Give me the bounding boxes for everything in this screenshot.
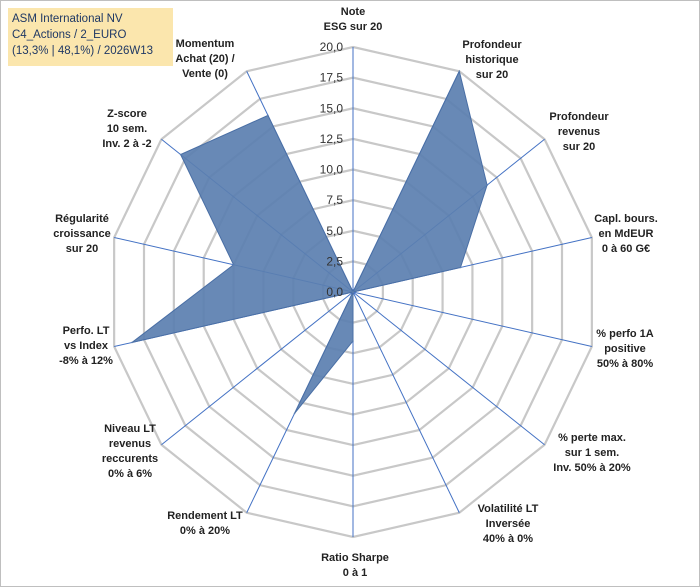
- axis-label-line: Vente (0): [182, 68, 228, 80]
- axis-label-line: Inv. 2 à -2: [102, 138, 151, 150]
- axis-label: % perte max. sur 1 sem. Inv. 50% à 20%: [553, 432, 631, 474]
- axis-label: Momentum Achat (20) / Vente (0): [175, 38, 234, 80]
- axis-label-line: Profondeur: [462, 39, 522, 51]
- axis-label: Note ESG sur 20: [324, 6, 383, 33]
- axis-label: Perfo. LT vs Index -8% à 12%: [59, 325, 113, 367]
- axis-label-line: Rendement LT: [167, 510, 243, 522]
- axis-label: % perfo 1A positive 50% à 80%: [596, 328, 654, 370]
- axis-label-line: Profondeur: [549, 111, 609, 123]
- data-point: [232, 263, 235, 266]
- axis-label-line: Volatilité LT: [478, 503, 539, 515]
- spoke-line: [352, 291, 460, 513]
- axis-label-line: positive: [604, 343, 646, 355]
- axis-label-line: Inversée: [486, 518, 531, 530]
- axis-label-line: revenus: [109, 438, 151, 450]
- axis-label: Profondeur revenus sur 20: [549, 111, 609, 153]
- axis-label-line: Perfo. LT: [63, 325, 110, 337]
- data-point: [131, 341, 133, 344]
- axis-label-line: Note: [341, 6, 365, 18]
- axis-label-line: Momentum: [176, 38, 235, 50]
- spoke-line: [161, 291, 354, 446]
- axis-label-line: Inv. 50% à 20%: [553, 462, 631, 474]
- tick-label: 10,0: [320, 163, 344, 177]
- chart-title-stats: (13,3% | 48,1%) / 2026W13: [12, 45, 154, 57]
- radar-tick-labels: 0,0 2,5 5,0 7,5 10,0 12,5 15,0 17,5 20,0: [320, 40, 344, 299]
- tick-label: 5,0: [326, 224, 343, 238]
- axis-label-line: Niveau LT: [104, 423, 156, 435]
- chart-title-company: ASM International NV: [12, 13, 123, 25]
- axis-label: Ratio Sharpe 0 à 1: [321, 552, 389, 579]
- data-point: [352, 340, 354, 342]
- tick-label: 17,5: [320, 71, 344, 85]
- axis-label-line: Z-score: [107, 108, 147, 120]
- data-point: [458, 70, 461, 73]
- axis-label-line: vs Index: [64, 340, 109, 352]
- axis-label-line: Achat (20) /: [175, 53, 234, 65]
- axis-label: Capl. bours. en MdEUR 0 à 60 G€: [594, 213, 658, 255]
- series-area: [131, 69, 488, 414]
- axis-label: Z-score 10 sem. Inv. 2 à -2: [102, 108, 151, 150]
- axis-label-line: en MdEUR: [599, 228, 654, 240]
- data-point: [293, 412, 296, 415]
- axis-label-line: -8% à 12%: [59, 355, 113, 367]
- axis-label-line: % perte max.: [558, 432, 626, 444]
- axis-label: Régularité croissance sur 20: [53, 213, 110, 255]
- axis-label: Rendement LT 0% à 20%: [167, 510, 243, 537]
- radar-axis-labels: Note ESG sur 20 Profondeur historique sur 20…: [53, 6, 658, 579]
- axis-label-line: sur 20: [563, 141, 595, 153]
- axis-label-line: sur 20: [66, 243, 98, 255]
- axis-label-line: Ratio Sharpe: [321, 552, 389, 564]
- axis-label-line: 10 sem.: [107, 123, 147, 135]
- data-point: [179, 153, 182, 156]
- axis-label-line: reccurents: [102, 453, 158, 465]
- data-point: [352, 291, 354, 293]
- radar-series: [131, 69, 488, 415]
- tick-label: 7,5: [326, 193, 343, 207]
- axis-label-line: 0% à 20%: [180, 525, 230, 537]
- axis-label-line: revenus: [558, 126, 600, 138]
- data-point: [459, 266, 462, 269]
- axis-label-line: % perfo 1A: [596, 328, 654, 340]
- tick-label: 12,5: [320, 132, 344, 146]
- axis-label-line: 40% à 0%: [483, 533, 533, 545]
- axis-label: Niveau LT revenus reccurents 0% à 6%: [102, 423, 158, 480]
- chart-title-box: ASM International NV C4_Actions / 2_EURO…: [8, 8, 173, 66]
- data-point: [486, 184, 488, 186]
- tick-label: 15,0: [320, 101, 344, 115]
- chart-title-category: C4_Actions / 2_EURO: [12, 29, 127, 41]
- axis-label: Profondeur historique sur 20: [462, 39, 522, 81]
- axis-label-line: 0 à 60 G€: [602, 243, 650, 255]
- axis-label-line: 0 à 1: [343, 567, 367, 579]
- axis-label-line: croissance: [53, 228, 110, 240]
- axis-label: Volatilité LT Inversée 40% à 0%: [478, 503, 539, 545]
- axis-label-line: sur 1 sem.: [565, 447, 619, 459]
- tick-label: 0,0: [326, 285, 343, 299]
- axis-label-line: historique: [465, 54, 518, 66]
- axis-label-line: Régularité: [55, 213, 109, 225]
- axis-label-line: sur 20: [476, 69, 508, 81]
- axis-label-line: 50% à 80%: [597, 358, 653, 370]
- data-point: [267, 114, 269, 117]
- tick-label: 2,5: [326, 254, 343, 268]
- axis-label-line: ESG sur 20: [324, 21, 383, 33]
- spoke-line: [352, 291, 592, 348]
- spoke-line: [352, 291, 545, 446]
- axis-label-line: 0% à 6%: [108, 468, 152, 480]
- axis-label-line: Capl. bours.: [594, 213, 658, 225]
- tick-label: 20,0: [320, 40, 344, 54]
